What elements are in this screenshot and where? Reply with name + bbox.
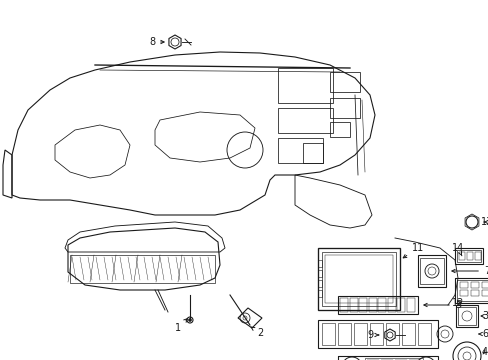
Bar [278, 138, 323, 163]
Bar [481, 282, 488, 288]
Bar [419, 258, 443, 284]
Bar [317, 290, 321, 297]
Bar [417, 255, 445, 287]
Bar [325, 255, 392, 303]
Bar [278, 68, 332, 103]
Bar [364, 358, 422, 360]
Bar [456, 280, 488, 301]
Bar [385, 323, 398, 345]
Bar [317, 280, 321, 287]
Text: 6: 6 [478, 329, 487, 339]
Bar [337, 296, 417, 314]
Bar [455, 305, 477, 327]
Bar [349, 298, 357, 312]
Bar [481, 290, 488, 296]
Bar [401, 323, 414, 345]
Bar [459, 282, 467, 288]
Bar [457, 307, 475, 325]
Text: 2: 2 [251, 327, 263, 338]
Bar [321, 323, 334, 345]
Bar [337, 323, 350, 345]
Bar [470, 290, 478, 296]
Bar [317, 260, 321, 267]
Bar [337, 356, 437, 360]
Text: 4: 4 [481, 347, 487, 357]
Text: 11: 11 [403, 243, 423, 258]
Bar [317, 270, 321, 277]
Bar [396, 298, 404, 312]
Bar [454, 248, 482, 264]
Bar [317, 320, 437, 348]
Bar [329, 72, 359, 92]
Text: 12: 12 [451, 298, 463, 308]
Text: 3: 3 [480, 311, 487, 321]
Text: 7: 7 [451, 266, 488, 276]
Text: 10: 10 [0, 359, 1, 360]
Bar [459, 290, 467, 296]
Bar [358, 298, 366, 312]
Bar [369, 323, 382, 345]
Bar [303, 143, 323, 163]
Circle shape [188, 319, 191, 321]
Bar [456, 250, 480, 262]
Bar [386, 298, 395, 312]
Bar [470, 282, 478, 288]
Text: 14: 14 [451, 243, 463, 256]
Bar [329, 122, 349, 137]
Bar [278, 108, 332, 133]
Text: 9: 9 [366, 330, 378, 340]
Bar [339, 298, 347, 312]
Bar [406, 298, 414, 312]
Bar [458, 252, 464, 260]
Text: 8: 8 [149, 37, 164, 47]
Bar [329, 98, 359, 118]
Bar [466, 252, 472, 260]
Text: 13: 13 [480, 217, 488, 227]
Text: 5: 5 [423, 300, 460, 310]
Bar [368, 298, 376, 312]
Bar [454, 278, 488, 303]
Bar [321, 252, 395, 306]
Bar [474, 252, 480, 260]
Text: 1: 1 [175, 319, 187, 333]
Bar [377, 298, 385, 312]
Bar [353, 323, 366, 345]
Bar [417, 323, 430, 345]
